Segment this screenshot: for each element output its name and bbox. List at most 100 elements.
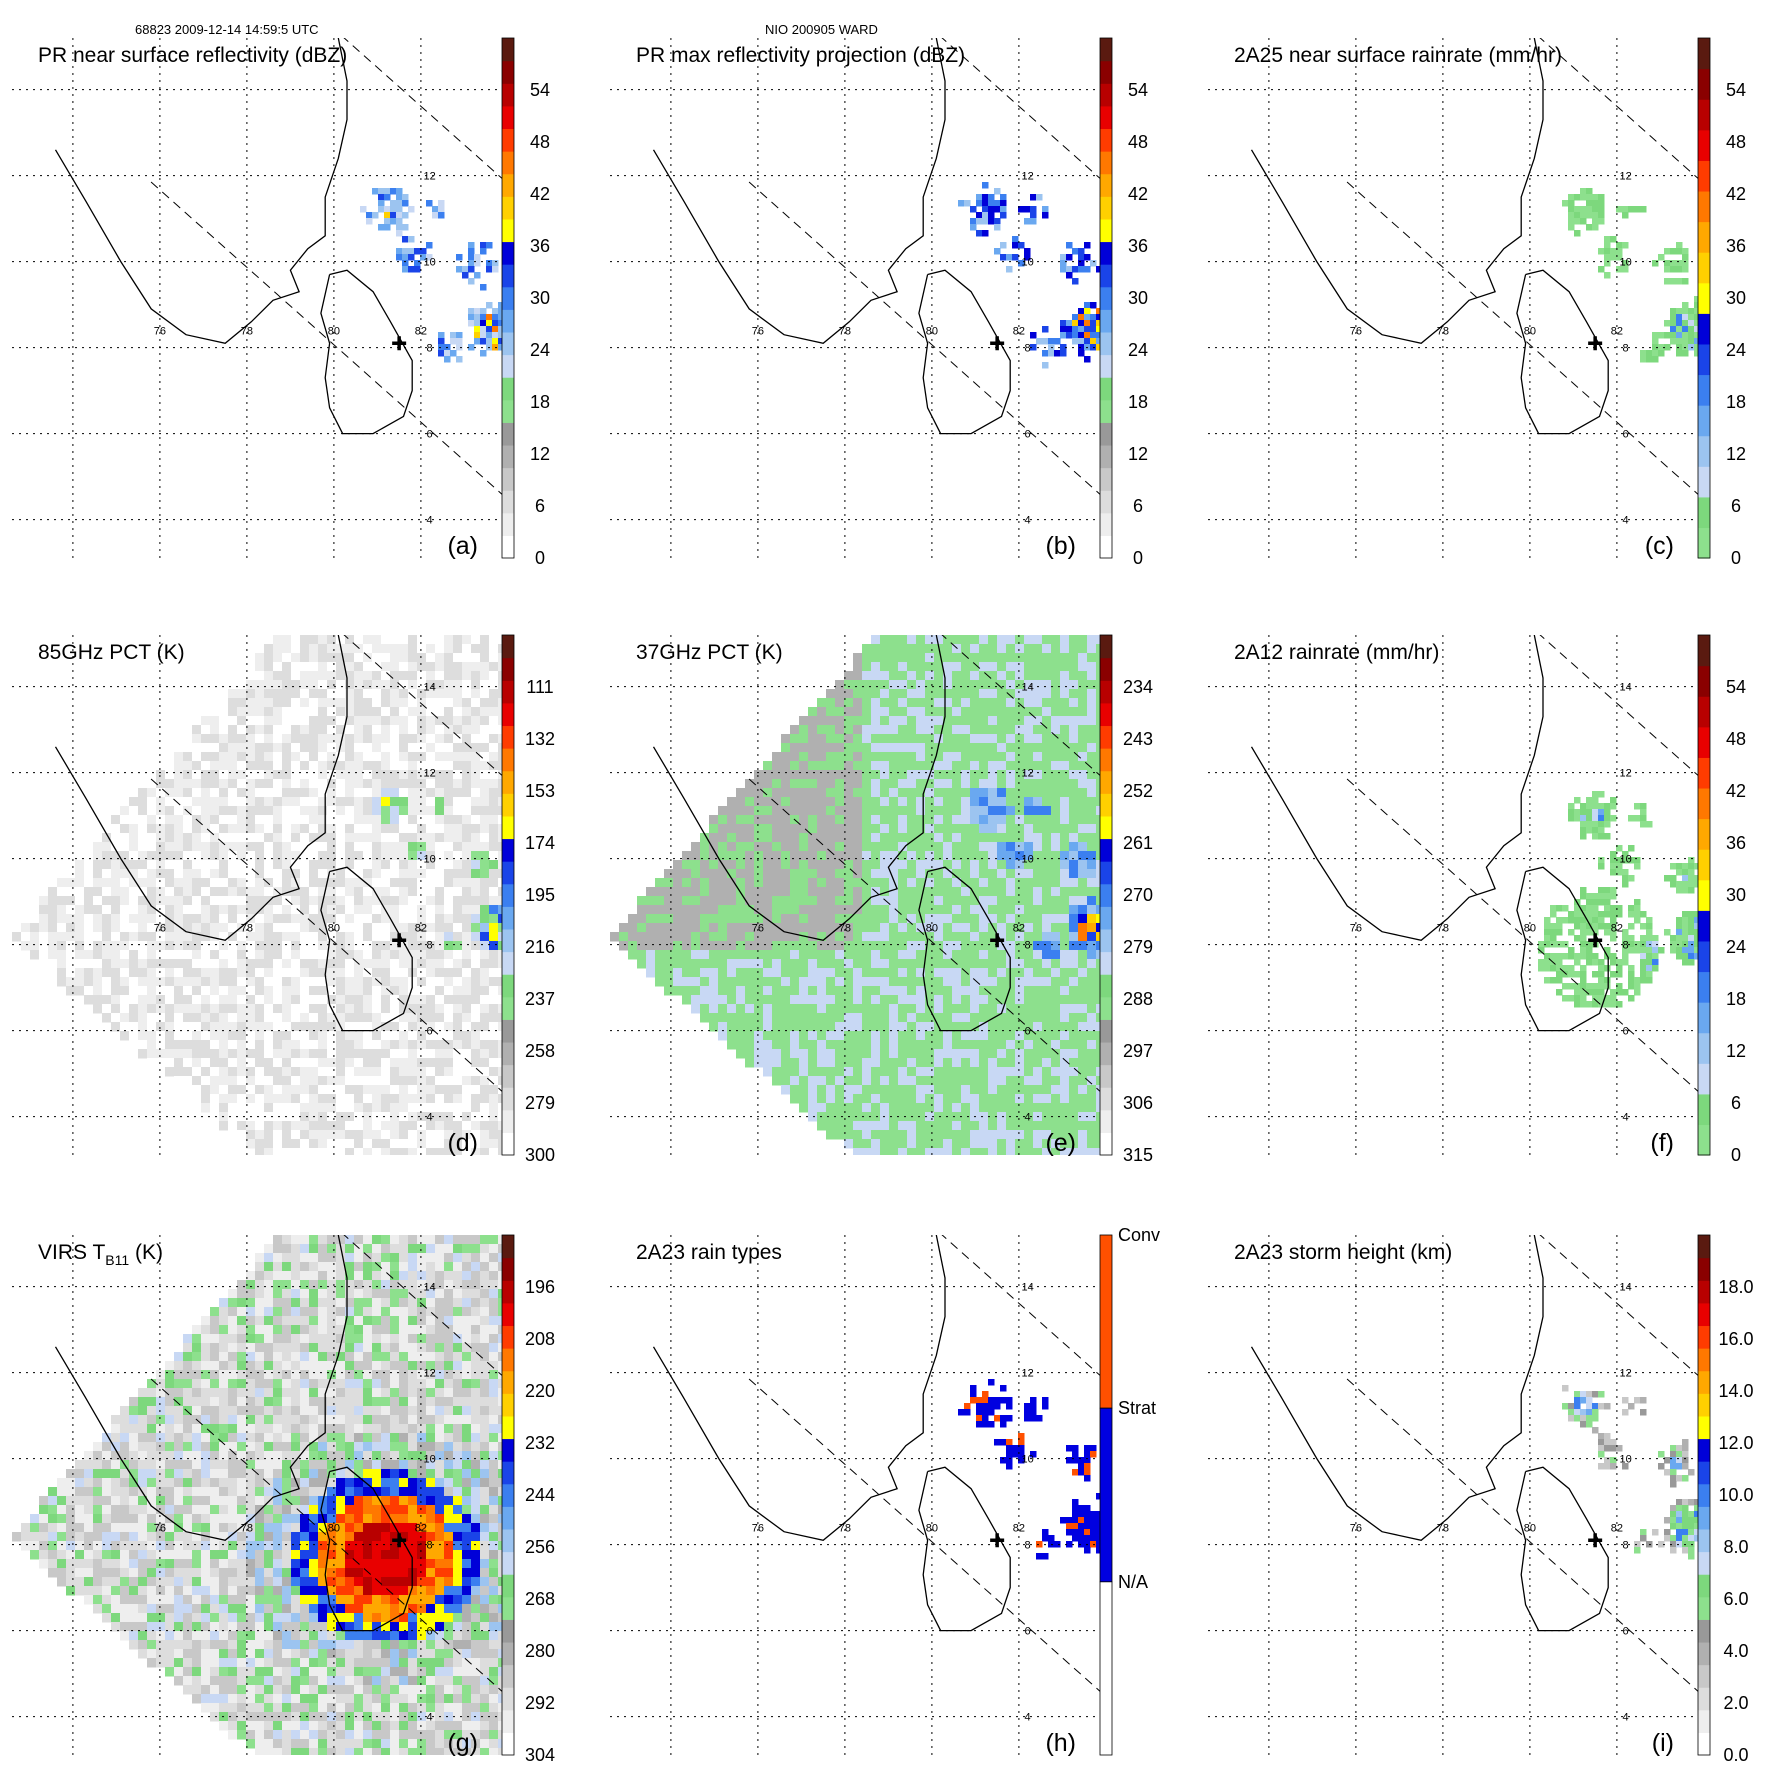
colorbar-tick-4.0: 4.0 xyxy=(1723,1641,1748,1661)
colorbar-swatch xyxy=(502,1732,514,1756)
colorbar-swatch xyxy=(502,1019,514,1043)
panel-i: 7678808284861412108642A23 storm height (… xyxy=(1208,1234,1754,1765)
colorbar-tick-42: 42 xyxy=(1726,184,1746,204)
colorbar-tick-6: 6 xyxy=(1133,496,1143,516)
colorbar-tick-36: 36 xyxy=(530,236,550,256)
colorbar-tick-0: 0 xyxy=(535,548,545,568)
colorbar-tick-Strat: Strat xyxy=(1118,1398,1156,1418)
lon-label-76: 76 xyxy=(154,1523,166,1535)
colorbar-swatch xyxy=(1100,974,1112,998)
colorbar-swatch xyxy=(1100,264,1112,288)
colorbar-tick-24: 24 xyxy=(530,340,550,360)
lat-label-10: 10 xyxy=(1021,854,1033,866)
lon-label-82: 82 xyxy=(1611,326,1623,338)
colorbar-swatch xyxy=(1100,815,1112,840)
colorbar-swatch xyxy=(1099,1234,1113,1409)
lon-label-76: 76 xyxy=(154,923,166,935)
colorbar-swatch xyxy=(1100,1132,1112,1156)
panel-label-g: (g) xyxy=(447,1729,478,1757)
colorbar-g: 196 208 220 232 244 256 268 280 292 304 xyxy=(501,1234,555,1765)
colorbar-tick-306: 306 xyxy=(1123,1093,1153,1113)
coastline-india xyxy=(54,1235,348,1542)
colorbar-tick-18: 18 xyxy=(1726,989,1746,1009)
colorbar-swatch xyxy=(1698,849,1710,881)
colorbar-tick-42: 42 xyxy=(1726,781,1746,801)
colorbar-swatch xyxy=(1698,971,1710,1003)
panel-label-d: (d) xyxy=(447,1129,478,1157)
colorbar-swatch xyxy=(1100,218,1112,243)
lat-label-4: 4 xyxy=(427,1112,433,1124)
colorbar-swatch xyxy=(502,490,514,514)
storm-name: NIO 200905 WARD xyxy=(765,22,878,37)
colorbar-swatch xyxy=(1100,173,1112,197)
swath-edge xyxy=(1346,1378,1698,1692)
colorbar-tick-237: 237 xyxy=(525,989,555,1009)
swath-edge xyxy=(1539,1235,1698,1377)
panel-label-c: (c) xyxy=(1645,532,1674,560)
colorbar-tick-36: 36 xyxy=(1726,236,1746,256)
colorbar-swatch xyxy=(1100,748,1112,772)
colorbar-swatch xyxy=(1698,38,1710,70)
lon-label-78: 78 xyxy=(1437,923,1449,935)
colorbar-tick-304: 304 xyxy=(525,1745,555,1765)
colorbar-frame xyxy=(501,37,515,559)
coastline-srilanka xyxy=(1516,1466,1609,1632)
colorbar-swatch xyxy=(502,512,514,536)
colorbar-swatch xyxy=(1100,928,1112,953)
lon-label-80: 80 xyxy=(1524,1523,1536,1535)
colorbar-swatch xyxy=(1698,466,1710,498)
colorbar-tick-54: 54 xyxy=(1128,80,1148,100)
coastline-india xyxy=(1250,635,1544,942)
swath-edge xyxy=(150,1378,502,1692)
lat-label-10: 10 xyxy=(1619,854,1631,866)
colorbar-swatch xyxy=(502,128,514,152)
lon-label-76: 76 xyxy=(752,923,764,935)
panel-title-f: 2A12 rainrate (mm/hr) xyxy=(1234,641,1439,664)
lon-label-78: 78 xyxy=(241,1523,253,1535)
colorbar-tick-111: 111 xyxy=(526,677,553,697)
colorbar-swatch xyxy=(1100,793,1112,817)
lat-label-4: 4 xyxy=(1623,515,1629,527)
lon-label-82: 82 xyxy=(1013,923,1025,935)
colorbar-swatch xyxy=(502,657,514,681)
swath-edge xyxy=(748,181,1100,495)
swath-edge xyxy=(343,38,502,180)
storm-center-marker xyxy=(1588,336,1603,351)
panel-h: 7678808284861412108642A23 rain types(h)C… xyxy=(610,1225,1160,1757)
colorbar-swatch xyxy=(1698,787,1710,820)
lat-label-4: 4 xyxy=(1025,515,1031,527)
colorbar-swatch xyxy=(1698,1063,1710,1095)
colorbar-swatch xyxy=(502,680,514,704)
colorbar-swatch xyxy=(1698,757,1710,789)
colorbar-swatch xyxy=(1698,1483,1710,1507)
colorbar-swatch xyxy=(502,838,514,862)
colorbar-tick-153: 153 xyxy=(525,781,555,801)
colorbar-tick-261: 261 xyxy=(1123,833,1153,853)
panel-title-a: PR near surface reflectivity (dBZ) xyxy=(38,44,347,67)
colorbar-swatch xyxy=(1100,657,1112,681)
lat-label-10: 10 xyxy=(423,854,435,866)
lat-label-8: 8 xyxy=(1025,343,1031,355)
colorbar-swatch xyxy=(1698,1596,1710,1620)
swath-edge xyxy=(941,635,1100,777)
lat-label-4: 4 xyxy=(1025,1112,1031,1124)
colorbar-swatch xyxy=(502,1641,514,1666)
colorbar-swatch xyxy=(502,1438,514,1462)
colorbar-swatch xyxy=(1698,726,1710,758)
lat-label-10: 10 xyxy=(1619,1454,1631,1466)
lat-label-6: 6 xyxy=(1025,429,1031,441)
colorbar-tick-279: 279 xyxy=(525,1093,555,1113)
lon-label-78: 78 xyxy=(839,326,851,338)
colorbar-tick-232: 232 xyxy=(525,1433,555,1453)
colorbar-swatch xyxy=(502,928,514,953)
map-g: 767880828486141210864 xyxy=(12,1235,502,1755)
colorbar-tick-12: 12 xyxy=(530,444,550,464)
colorbar-swatch xyxy=(1698,1280,1710,1304)
colorbar-swatch xyxy=(502,1280,514,1304)
lon-label-86: 86 xyxy=(1187,923,1199,935)
lon-label-80: 80 xyxy=(926,923,938,935)
colorbar-swatch xyxy=(502,906,514,930)
lon-label-82: 82 xyxy=(1611,1523,1623,1535)
colorbar-tick-288: 288 xyxy=(1123,989,1153,1009)
colorbar-swatch xyxy=(1698,527,1710,559)
